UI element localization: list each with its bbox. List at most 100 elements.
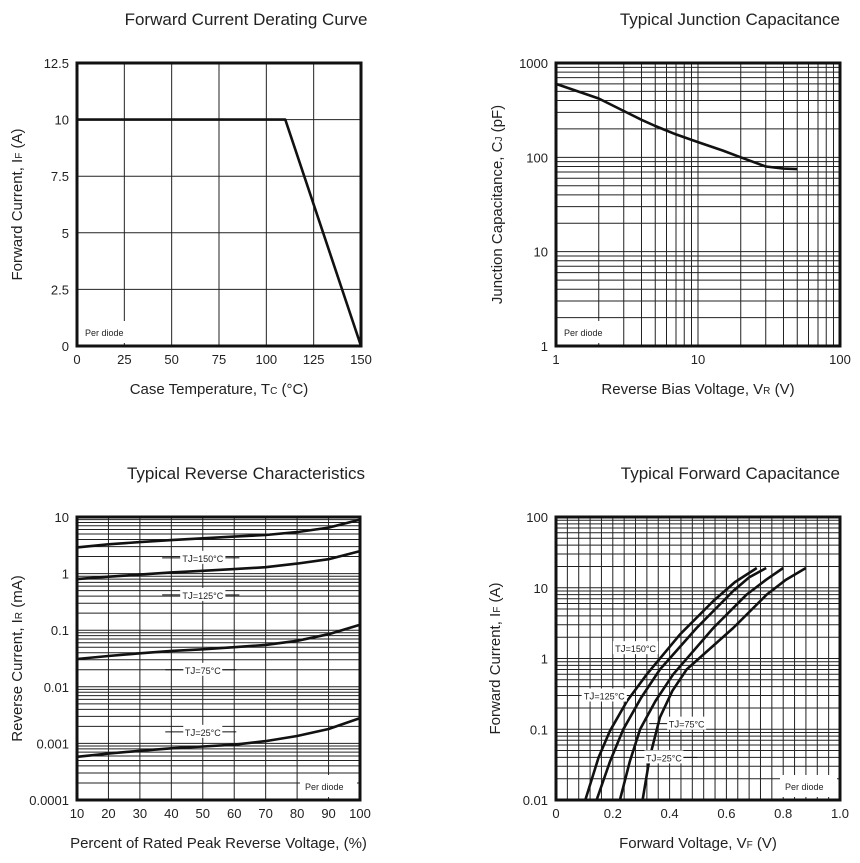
y-tick-label: 0.1 bbox=[51, 623, 69, 638]
series-label-bg bbox=[581, 688, 627, 702]
chart-title: Forward Current Derating Curve bbox=[125, 10, 368, 29]
y-axis-label-main: Forward Current, I bbox=[9, 159, 26, 281]
series-label-subscript: J bbox=[674, 720, 679, 731]
y-tick-label: 1 bbox=[541, 339, 548, 354]
plot-frame bbox=[75, 61, 363, 348]
y-tick-label: 0.01 bbox=[44, 680, 69, 695]
series-label: TJ=75°C bbox=[669, 720, 705, 731]
series-label-main: T bbox=[182, 591, 188, 601]
series-label-subscript: J bbox=[589, 691, 594, 702]
series-line-1 bbox=[76, 549, 361, 581]
series-label-unit: =25°C bbox=[195, 728, 221, 738]
x-tick-label: 60 bbox=[227, 806, 241, 821]
series-label-unit: =125°C bbox=[594, 691, 625, 701]
x-tick-label: 0.6 bbox=[717, 806, 735, 821]
x-axis-label-unit: (V) bbox=[770, 381, 794, 398]
chart-capacitance: Per diode 1 10 100 1 10 100 1000 Typical Junctio… bbox=[489, 10, 851, 398]
plot-frame bbox=[554, 61, 842, 348]
x-tick-label: 40 bbox=[164, 806, 178, 821]
y-tick-label: 0.0001 bbox=[29, 793, 69, 808]
y-axis-label-unit: (A) bbox=[487, 583, 504, 607]
y-tick-label: 1000 bbox=[519, 56, 548, 71]
series-line-0 bbox=[584, 566, 758, 801]
series-line-2 bbox=[76, 623, 361, 661]
y-axis-label-main: Reverse Current, I bbox=[9, 619, 26, 742]
per-diode-note: Per diode bbox=[305, 782, 344, 792]
series-label-subscript: J bbox=[188, 591, 193, 602]
plot-frame bbox=[554, 515, 842, 802]
y-axis-label: Reverse Current, IR (mA) bbox=[9, 575, 26, 741]
series-label-unit: =150°C bbox=[193, 554, 224, 564]
x-tick-label: 150 bbox=[350, 352, 372, 367]
series-label-bg bbox=[183, 724, 223, 738]
series-label-unit: =150°C bbox=[626, 644, 657, 654]
y-axis-label-unit: (A) bbox=[9, 129, 26, 153]
series-label-bg bbox=[644, 750, 684, 764]
chart-title: Typical Reverse Characteristics bbox=[127, 464, 365, 483]
series-label-bg bbox=[180, 550, 226, 564]
chart-title: Typical Junction Capacitance bbox=[620, 10, 840, 29]
x-axis-label: Case Temperature, TC (°C) bbox=[130, 381, 309, 398]
y-axis-label: Forward Current, IF (A) bbox=[487, 583, 504, 735]
x-tick-label: 0.2 bbox=[604, 806, 622, 821]
chart-derating: Per diode 0 25 50 75 100 125 150 0 2.5 5 7.5 10 12.5 F… bbox=[9, 10, 372, 398]
y-tick-label: 0 bbox=[62, 339, 69, 354]
y-axis-label-unit: (mA) bbox=[9, 575, 26, 612]
note-bg bbox=[559, 321, 616, 343]
series-label-main: T bbox=[584, 691, 590, 701]
y-tick-label: 12.5 bbox=[44, 56, 69, 71]
x-axis-label-main: Forward Voltage, V bbox=[619, 835, 747, 852]
y-tick-label: 0.01 bbox=[523, 793, 548, 808]
series-label-main: T bbox=[669, 720, 675, 730]
x-axis-label-unit: (°C) bbox=[277, 381, 308, 398]
y-axis-label-subscript: F bbox=[14, 153, 25, 159]
y-axis-label: Junction Capacitance, CJ (pF) bbox=[489, 105, 506, 304]
series-label-subscript: J bbox=[190, 666, 195, 677]
y-tick-label: 0.001 bbox=[36, 736, 69, 751]
series-label-subscript: J bbox=[651, 753, 656, 764]
y-tick-label: 1 bbox=[541, 652, 548, 667]
per-diode-note: Per diode bbox=[85, 328, 124, 338]
series-label-subscript: J bbox=[190, 728, 195, 739]
y-axis-label-unit: (pF) bbox=[489, 105, 506, 137]
series-line-3 bbox=[76, 716, 361, 759]
grid bbox=[76, 62, 362, 347]
x-axis-label-main: Case Temperature, T bbox=[130, 381, 270, 398]
x-tick-label: 25 bbox=[117, 352, 131, 367]
series-label-bg bbox=[183, 662, 223, 676]
y-axis-label-main: Forward Current, I bbox=[487, 613, 504, 735]
x-tick-label: 0.4 bbox=[661, 806, 679, 821]
series-line-3 bbox=[641, 566, 807, 801]
x-axis-label-subscript: F bbox=[747, 840, 753, 851]
series-label: TJ=150°C bbox=[615, 644, 656, 655]
series-label-main: T bbox=[185, 666, 191, 676]
y-tick-label: 100 bbox=[526, 150, 548, 165]
x-tick-label: 100 bbox=[255, 352, 277, 367]
x-tick-label: 125 bbox=[303, 352, 325, 367]
x-tick-label: 20 bbox=[101, 806, 115, 821]
x-tick-label: 0.8 bbox=[774, 806, 792, 821]
y-axis-label: Forward Current, IF (A) bbox=[9, 129, 26, 281]
chart-title: Typical Forward Capacitance bbox=[621, 464, 840, 483]
series-label-main: T bbox=[182, 554, 188, 564]
x-axis-label-main: Percent of Rated Peak Reverse Voltage, (… bbox=[70, 835, 367, 852]
x-axis-label-main: Reverse Bias Voltage, V bbox=[601, 381, 763, 398]
x-tick-label: 80 bbox=[290, 806, 304, 821]
series-label-main: T bbox=[646, 753, 652, 763]
series-label-unit: =75°C bbox=[679, 720, 705, 730]
x-tick-label: 50 bbox=[164, 352, 178, 367]
x-axis-label-unit: (V) bbox=[753, 835, 777, 852]
series-label-bg bbox=[667, 716, 707, 730]
y-tick-label: 10 bbox=[55, 113, 69, 128]
grid bbox=[555, 63, 840, 347]
y-tick-label: 2.5 bbox=[51, 282, 69, 297]
x-tick-label: 0 bbox=[552, 806, 559, 821]
series-label: TJ=125°C bbox=[182, 591, 223, 602]
series-label-main: T bbox=[615, 644, 621, 654]
y-tick-label: 0.1 bbox=[530, 722, 548, 737]
x-axis-label-subscript: C bbox=[270, 386, 277, 397]
x-tick-label: 90 bbox=[321, 806, 335, 821]
y-axis-label-subscript: J bbox=[494, 137, 505, 142]
